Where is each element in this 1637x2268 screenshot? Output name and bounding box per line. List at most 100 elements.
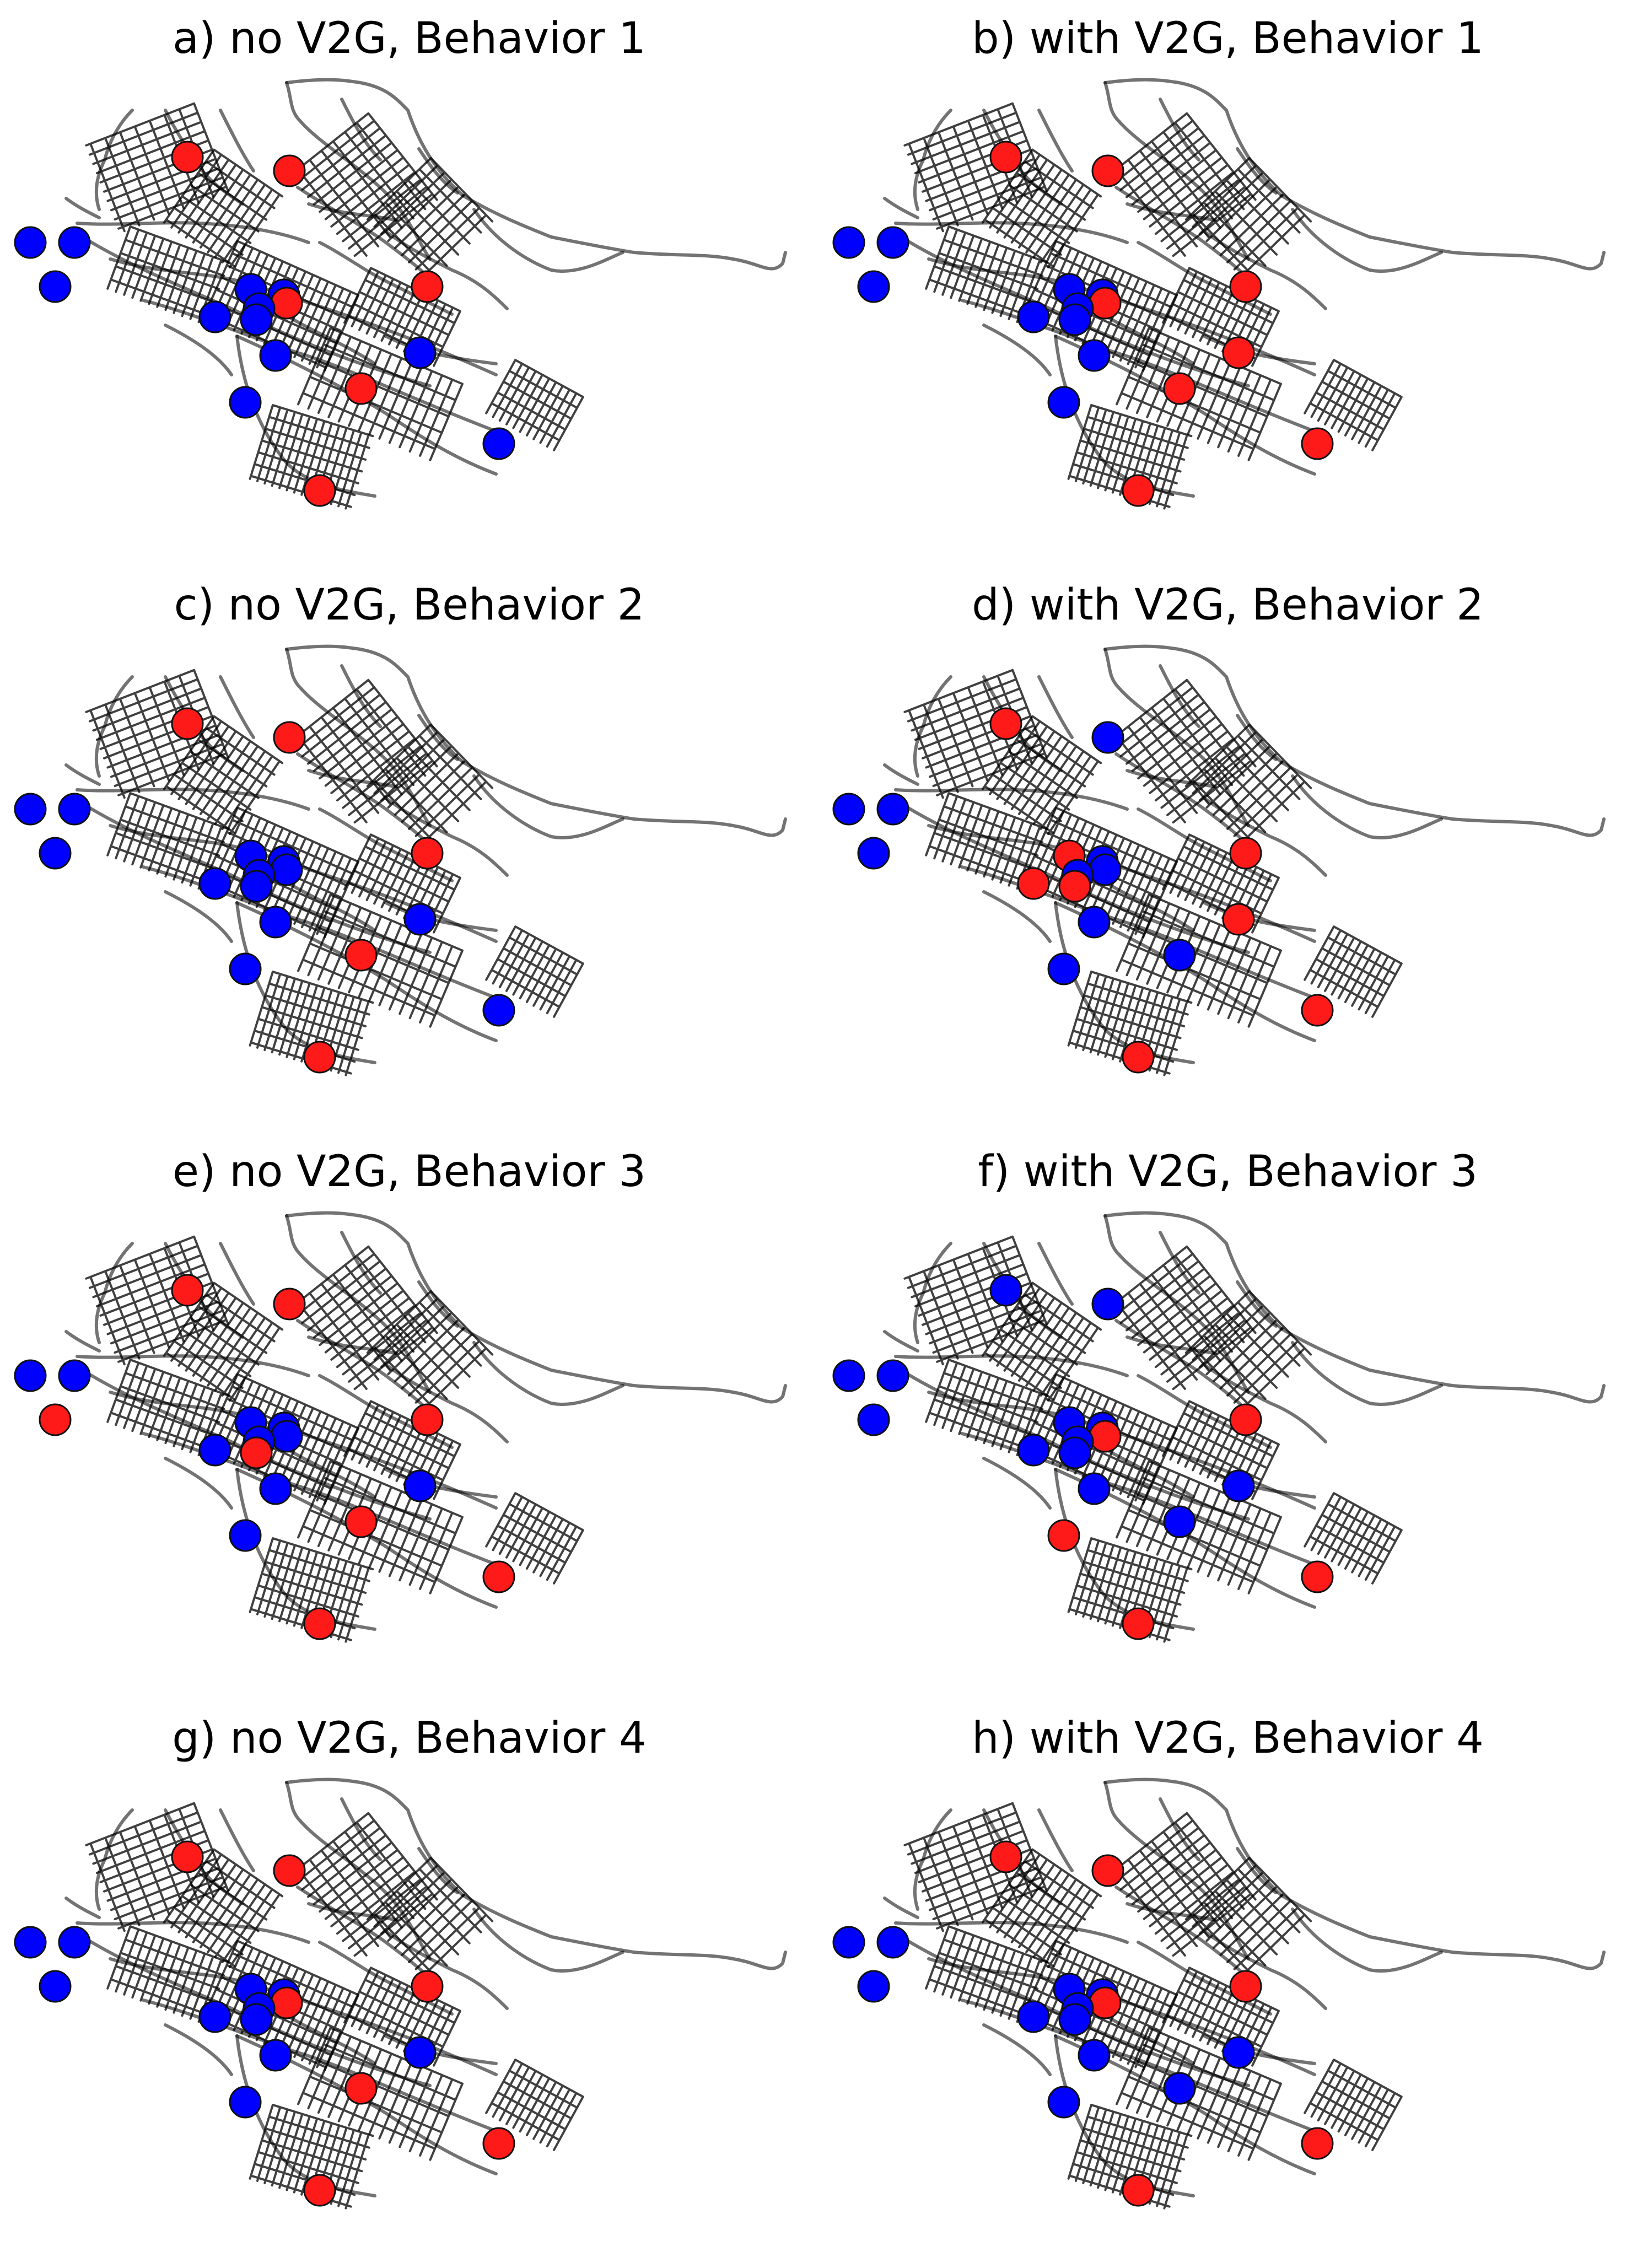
road-segment — [142, 1998, 509, 2137]
station-markers — [14, 141, 515, 507]
station-marker — [1091, 154, 1124, 187]
road-segment — [142, 1432, 509, 1570]
road-segment — [417, 1847, 459, 1894]
road-segment — [384, 335, 498, 365]
road-segment — [1162, 1967, 1280, 2067]
station-marker — [273, 154, 306, 187]
road-grid — [925, 225, 1048, 324]
road-segment — [1162, 267, 1280, 367]
road-segment — [164, 890, 233, 943]
road-grid — [1116, 2027, 1282, 2161]
road-grid — [366, 723, 494, 844]
road-segment — [285, 1777, 465, 1897]
road-segment — [1280, 1327, 1606, 1404]
road-grid — [1162, 1400, 1280, 1500]
road-grid — [249, 971, 374, 1076]
road-grid — [1067, 1537, 1193, 1643]
station-marker — [832, 226, 865, 259]
road-grid — [1184, 1856, 1312, 1978]
road-segment — [297, 893, 464, 1028]
station-marker — [1229, 837, 1262, 870]
road-segment — [1184, 723, 1312, 844]
road-grid — [1108, 1812, 1257, 1957]
road-segment — [318, 241, 454, 316]
road-segment — [1108, 1245, 1257, 1391]
road-grid — [1067, 404, 1193, 510]
road-segment — [384, 2034, 498, 2065]
road-segment — [960, 1432, 1327, 1570]
station-marker — [1122, 2174, 1155, 2207]
panel-title: f) with V2G, Behavior 3 — [978, 1147, 1478, 1197]
station-marker — [270, 1986, 303, 2019]
station-marker — [58, 226, 91, 259]
station-marker — [832, 1359, 865, 1392]
road-segment — [485, 359, 584, 451]
road-grid — [106, 225, 230, 324]
map-panel-a: a) no V2G, Behavior 1 — [0, 0, 818, 567]
road-grid — [249, 2104, 374, 2210]
station-marker — [1078, 2039, 1111, 2072]
station-marker — [1229, 270, 1262, 303]
road-segment — [307, 769, 399, 789]
road-segment — [1116, 893, 1282, 1028]
station-marker — [198, 1434, 231, 1467]
station-marker — [240, 2003, 273, 2036]
station-marker — [1091, 1854, 1124, 1887]
road-segment — [1203, 1468, 1316, 1499]
road-segment — [307, 202, 399, 222]
station-marker — [1122, 1607, 1155, 1640]
road-grid — [163, 148, 284, 268]
panel-title: b) with V2G, Behavior 1 — [972, 14, 1484, 63]
station-marker — [1058, 870, 1091, 903]
station-marker — [171, 1274, 204, 1307]
map-panel-e: e) no V2G, Behavior 3 — [0, 1133, 818, 1700]
road-segment — [485, 925, 584, 1018]
road-segment — [219, 675, 255, 739]
station-marker — [411, 1970, 444, 2003]
station-marker — [1301, 2127, 1334, 2160]
road-segment — [1137, 1374, 1272, 1449]
station-marker — [482, 1560, 515, 1593]
station-marker — [39, 837, 72, 870]
road-segment — [1236, 1280, 1278, 1328]
station-marker — [482, 427, 515, 460]
road-network-map — [832, 644, 1606, 1076]
road-segment — [1037, 109, 1074, 173]
road-grid — [289, 1245, 438, 1391]
station-marker — [259, 339, 292, 372]
road-segment — [1126, 769, 1217, 789]
road-network — [883, 1211, 1606, 1643]
road-segment — [960, 865, 1327, 1004]
station-marker — [1089, 1986, 1122, 2019]
road-grid — [343, 1400, 461, 1500]
station-marker — [229, 2086, 262, 2119]
station-marker — [240, 303, 273, 336]
road-segment — [106, 792, 230, 890]
road-grid — [1067, 2104, 1193, 2210]
road-segment — [1126, 1335, 1217, 1355]
road-segment — [1291, 208, 1443, 273]
station-marker — [411, 1403, 444, 1436]
station-markers — [832, 1274, 1334, 1640]
station-marker — [1047, 2086, 1080, 2119]
road-segment — [1037, 675, 1074, 739]
road-segment — [1067, 971, 1193, 1076]
station-marker — [1301, 994, 1334, 1027]
road-segment — [318, 807, 454, 882]
road-segment — [960, 1998, 1327, 2137]
station-marker — [1017, 300, 1050, 333]
road-grid — [1184, 157, 1312, 278]
road-grid — [1067, 971, 1193, 1076]
station-marker — [39, 1403, 72, 1436]
road-segment — [883, 763, 919, 786]
road-segment — [163, 148, 284, 268]
road-segment — [1137, 241, 1272, 316]
station-marker — [1122, 474, 1155, 507]
road-segment — [1126, 202, 1217, 222]
road-segment — [1280, 194, 1606, 271]
road-segment — [1203, 901, 1316, 932]
road-segment — [472, 1341, 624, 1406]
road-segment — [981, 1848, 1102, 1968]
road-grid — [163, 715, 284, 835]
road-segment — [1103, 1777, 1283, 1897]
